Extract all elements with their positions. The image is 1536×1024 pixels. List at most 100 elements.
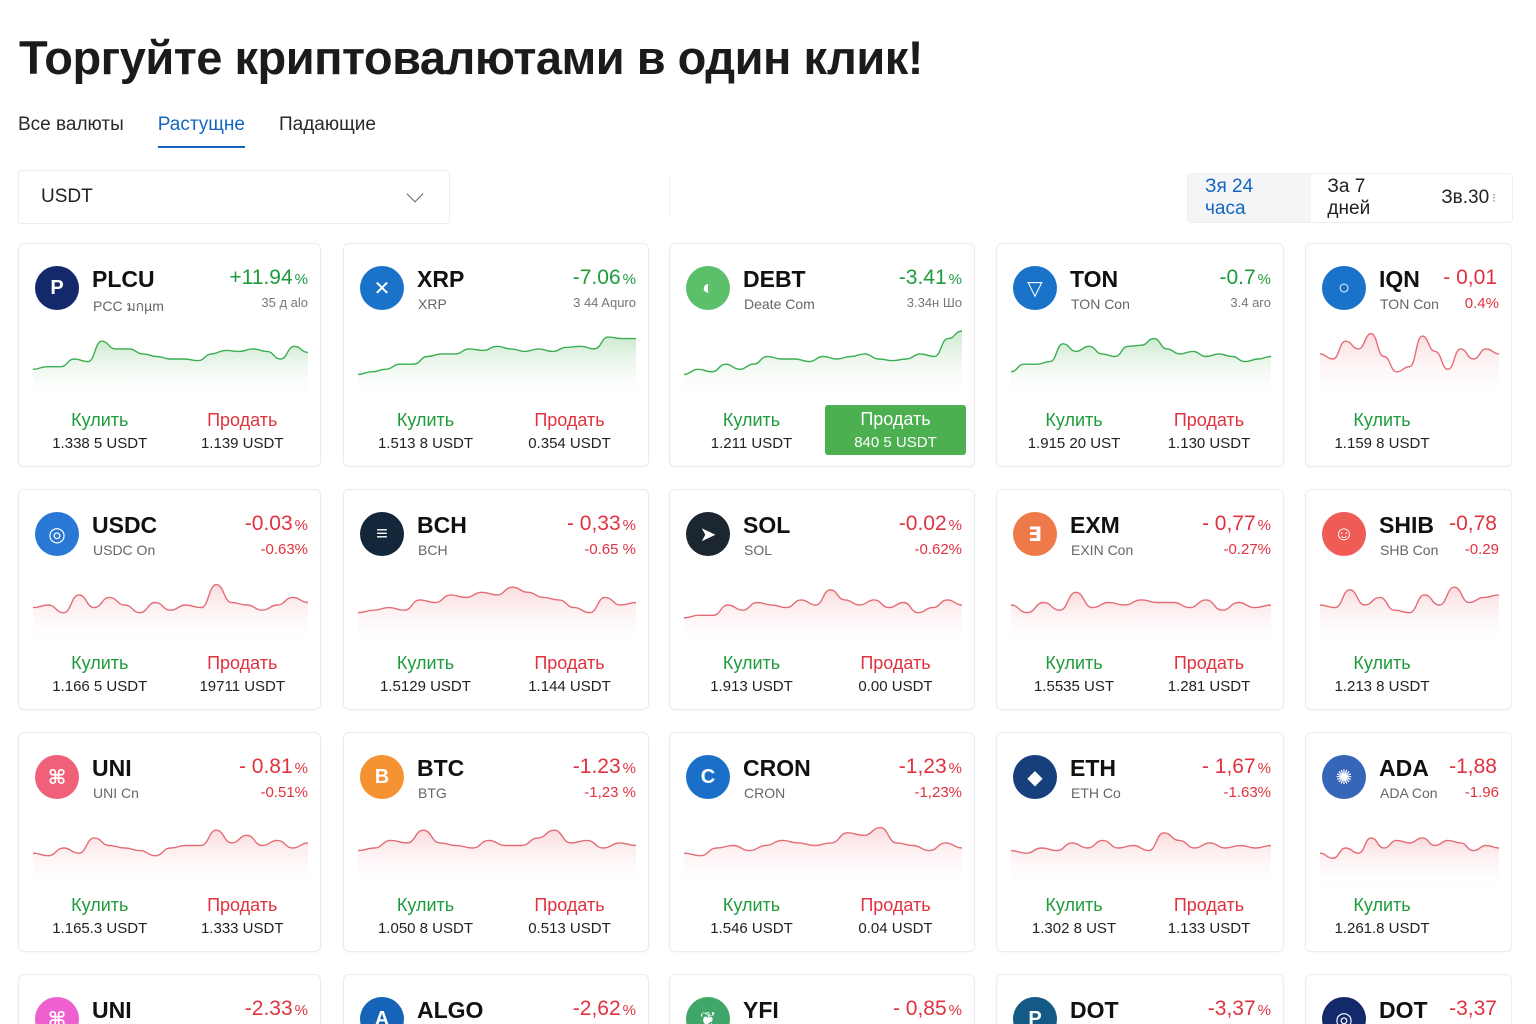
sell-price: 1.133 USDT [1167, 920, 1251, 937]
coin-card-exm[interactable]: ∃ EXM EXIN Con - 0,77% -0.27% Кулить 1.5… [996, 489, 1284, 710]
chevron-down-icon [406, 185, 424, 203]
buy-price: 1.338 5 USDT [52, 435, 148, 452]
coin-card-plcu[interactable]: P PLCU PCC มกµm +11.94% 35 д аlо Кулить … [18, 243, 321, 467]
sell-button[interactable]: Продать 1.144 USDT [503, 653, 636, 695]
percent-sign: % [948, 271, 962, 288]
buy-button[interactable]: Кулить 1.166 5 USDT [39, 653, 161, 695]
buy-button[interactable]: Кулить 1.211 USDT [690, 410, 813, 452]
coin-card-algo[interactable]: A ALGO -2,62% [343, 974, 649, 1024]
tab-all-currencies[interactable]: Все валюты [18, 114, 124, 135]
price-change-secondary: 0.4% [1464, 295, 1499, 312]
price-change: -3,37% [1208, 997, 1271, 1021]
buy-button[interactable]: Кулить 1.5535 UST [1017, 653, 1131, 695]
price-change: -0,78 [1449, 512, 1499, 536]
sparkline-chart [684, 826, 962, 891]
buy-button[interactable]: Кулить 1.302 8 UST [1017, 895, 1131, 937]
coin-card-shib[interactable]: ☺ SHIB SHB Con -0,78 -0.29 Кулить 1.213 … [1305, 489, 1512, 710]
buy-price: 1.213 8 USDT [1334, 678, 1430, 695]
tab-rising[interactable]: Растущне [157, 114, 246, 148]
more-icon: ⁝ [1492, 191, 1496, 205]
buy-button[interactable]: Кулить 1.261.8 USDT [1322, 895, 1442, 937]
sell-button[interactable]: Продать 19711 USDT [177, 653, 309, 695]
coin-card-sol[interactable]: ➤ SOL SOL -0.02% -0.62% Кулить 1.913 USD… [669, 489, 975, 710]
price-change: +11.94% [229, 266, 308, 290]
buy-button[interactable]: Кулить 1.913 USDT [690, 653, 813, 695]
sell-button[interactable]: Продать 0.354 USDT [503, 410, 636, 452]
coin-card-btc[interactable]: B BTC BTG -1.23% -1,23 % Кулить 1.050 8 … [343, 732, 649, 952]
sell-button[interactable]: Продать 1.133 USDT [1147, 895, 1271, 937]
coin-card-bch[interactable]: ≡ BCH BCH - 0,33% -0.65 % Кулить 1.5129 … [343, 489, 649, 710]
price-change-secondary: -0.63% [260, 541, 308, 558]
buy-label: Кулить [71, 895, 129, 915]
buy-label: Кулить [396, 895, 455, 915]
sell-button[interactable]: Продать 1.281 USDT [1147, 653, 1271, 695]
price-change-secondary: 3.34н Шо [906, 295, 962, 310]
price-change: - 0.81% [239, 755, 308, 779]
price-change-value: -1,23 [898, 755, 947, 778]
coin-card-dot[interactable]: P DOT -3,37% [996, 974, 1284, 1024]
coin-card-eth[interactable]: ◆ ETH ETH Co - 1,67% -1.63% Кулить 1.302… [996, 732, 1284, 952]
price-change: - 1,67% [1202, 755, 1271, 779]
buy-button[interactable]: Кулить 1.546 USDT [690, 895, 813, 937]
coin-card-iqn[interactable]: ○ IQN TON Con - 0,01 0.4% Кулить 1.159 8… [1305, 243, 1512, 467]
buy-button[interactable]: Кулить 1.338 5 USDT [39, 410, 161, 452]
sparkline-chart [33, 583, 308, 648]
buy-label: Кулить [396, 653, 455, 673]
price-change-secondary: 3.4 аго [1230, 295, 1271, 310]
tab-falling[interactable]: Падающие [278, 114, 376, 135]
sell-button[interactable]: Продать 1.333 USDT [177, 895, 309, 937]
shib-logo-icon: ☺ [1322, 512, 1366, 556]
sell-price: 1.130 USDT [1167, 435, 1251, 452]
coin-card-dot[interactable]: ◎ DOT -3,37 [1305, 974, 1512, 1024]
coin-card-uni[interactable]: ⌘ UNI UNI Cn - 0.81% -0.51% Кулить 1.165… [18, 732, 321, 952]
buy-button[interactable]: Кулить 1.050 8 USDT [364, 895, 487, 937]
coin-card-ton[interactable]: ▽ TON TON Con -0.7% 3.4 аго Кулить 1.915… [996, 243, 1284, 467]
sell-button[interactable]: Продать 0.04 USDT [829, 895, 962, 937]
coin-card-cron[interactable]: C CRON CRON -1,23% -1,23% Кулить 1.546 U… [669, 732, 975, 952]
buy-label: Кулить [1045, 410, 1103, 430]
price-change-secondary: -0.65 % [584, 541, 636, 558]
currency-select[interactable]: USDT [18, 170, 450, 224]
sell-label: Продать [207, 895, 278, 915]
uni-logo-icon: ⌘ [35, 997, 79, 1024]
coin-card-yfi[interactable]: ❦ YFI - 0,85% [669, 974, 975, 1024]
buy-price: 1.050 8 USDT [377, 920, 474, 937]
sell-button[interactable]: Продать 0.00 USDT [829, 653, 962, 695]
period-7d-button[interactable]: За 7 дней [1311, 174, 1425, 222]
coin-symbol: UNI [92, 997, 132, 1023]
coin-card-usdc[interactable]: ◎ USDC USDC On -0.03% -0.63% Кулить 1.16… [18, 489, 321, 710]
coin-card-ada[interactable]: ✺ ADA ADA Con -1,88 -1.96 Кулить 1.261.8… [1305, 732, 1512, 952]
sol-logo-icon: ➤ [686, 512, 730, 556]
price-change-value: -0.7 [1219, 266, 1256, 289]
coin-name: SOL [744, 542, 773, 558]
buy-button[interactable]: Кулить 1.513 8 USDT [364, 410, 487, 452]
price-change: -1,23% [899, 755, 962, 779]
buy-button[interactable]: Кулить 1.915 20 UST [1017, 410, 1131, 452]
sparkline-chart [1011, 832, 1271, 891]
price-change: -2,62% [573, 997, 636, 1021]
coin-card-uni[interactable]: ⌘ UNI -2.33% [18, 974, 321, 1024]
percent-sign: % [1257, 517, 1271, 534]
buy-price: 1.261.8 USDT [1334, 920, 1430, 937]
period-30d-button[interactable]: Зв.30 ⁝ [1425, 174, 1512, 222]
buy-button[interactable]: Кулить 1.5129 USDT [364, 653, 487, 695]
dot-logo-icon: ◎ [1322, 997, 1366, 1024]
coin-name: BTG [418, 785, 447, 801]
coin-symbol: CRON [743, 755, 811, 781]
buy-button[interactable]: Кулить 1.213 8 USDT [1322, 653, 1442, 695]
sell-button[interactable]: Продать 840 5 USDT [825, 405, 966, 455]
sell-price: 1.144 USDT [528, 678, 611, 695]
price-change-value: - 0,77 [1201, 512, 1256, 535]
sell-button[interactable]: Продать 1.139 USDT [177, 410, 309, 452]
buy-button[interactable]: Кулить 1.159 8 USDT [1322, 410, 1442, 452]
sell-label: Продать [534, 653, 605, 673]
coin-card-debt[interactable]: ◐ DEBT Deate Com -3.41% 3.34н Шо Кулить … [669, 243, 975, 467]
coin-card-xrp[interactable]: ✕ XRP XRP -7.06% 3 44 Aquro Кулить 1.513… [343, 243, 649, 467]
coin-name: XRP [418, 296, 447, 312]
period-24h-button[interactable]: Зя 24 часа [1188, 174, 1312, 222]
sell-price: 1.281 USDT [1167, 678, 1251, 695]
coin-symbol: SHIB [1379, 512, 1434, 538]
buy-button[interactable]: Кулить 1.165.3 USDT [39, 895, 161, 937]
sell-button[interactable]: Продать 0.513 USDT [503, 895, 636, 937]
sell-button[interactable]: Продать 1.130 USDT [1147, 410, 1271, 452]
